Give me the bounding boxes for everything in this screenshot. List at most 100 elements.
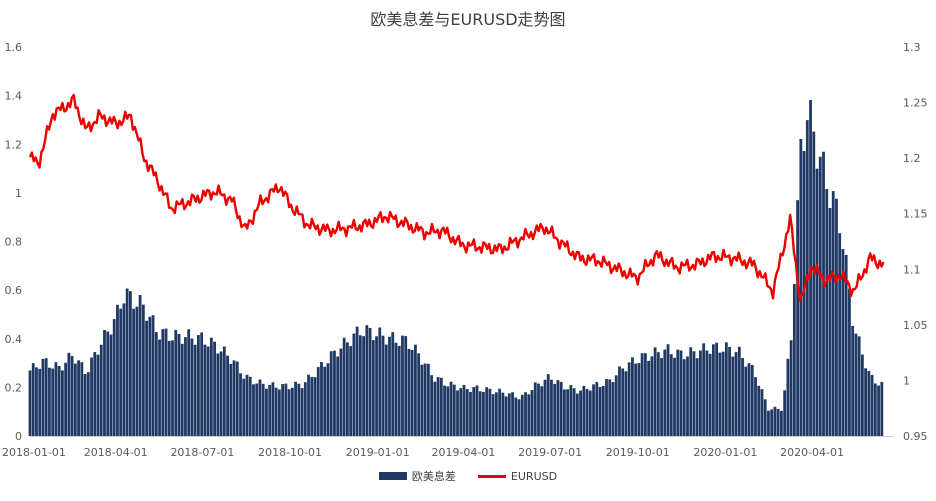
spread-bar bbox=[261, 383, 265, 436]
spread-bar bbox=[44, 358, 48, 436]
spread-bar bbox=[627, 362, 631, 436]
spread-bar bbox=[799, 138, 803, 436]
spread-bar bbox=[747, 363, 751, 436]
spread-bar bbox=[64, 362, 68, 436]
spread-bar bbox=[634, 363, 638, 436]
spread-bar bbox=[414, 344, 417, 436]
spread-bar bbox=[96, 354, 100, 436]
spread-bar bbox=[265, 388, 268, 436]
spread-bar bbox=[300, 388, 304, 436]
spread-bar bbox=[650, 356, 654, 436]
spread-bar bbox=[637, 363, 641, 436]
spread-bar bbox=[417, 353, 421, 436]
y-left-tick-label: 1.6 bbox=[5, 41, 23, 54]
spread-bar bbox=[352, 333, 356, 436]
spread-bar bbox=[653, 347, 657, 436]
spread-bar bbox=[93, 352, 97, 436]
spread-bar bbox=[336, 356, 340, 436]
spread-bar bbox=[378, 327, 382, 436]
spread-bar bbox=[465, 389, 469, 436]
spread-bar bbox=[488, 388, 492, 436]
spread-bar bbox=[200, 332, 204, 436]
spread-bar bbox=[339, 348, 343, 436]
y-right-tick-label: 1.2 bbox=[903, 152, 921, 165]
spread-bar bbox=[41, 358, 45, 436]
spread-bar bbox=[73, 363, 77, 436]
spread-bar bbox=[792, 283, 796, 436]
spread-bar bbox=[232, 360, 236, 436]
spread-bar bbox=[546, 374, 550, 436]
spread-bar bbox=[226, 355, 229, 436]
spread-bar bbox=[423, 363, 427, 436]
spread-bar bbox=[35, 367, 38, 436]
spread-bar bbox=[485, 387, 489, 436]
spread-bar bbox=[145, 320, 148, 436]
spread-bar bbox=[197, 335, 200, 436]
y-right-tick-label: 1.3 bbox=[903, 41, 921, 54]
spread-bar bbox=[235, 361, 239, 436]
spread-bar bbox=[138, 295, 142, 436]
spread-bar bbox=[174, 329, 178, 436]
spread-bar bbox=[342, 337, 346, 436]
spread-bar bbox=[592, 384, 595, 436]
spread-bar bbox=[715, 342, 719, 436]
spread-bar bbox=[585, 389, 589, 436]
spread-bar bbox=[277, 389, 281, 436]
spread-bar bbox=[103, 329, 106, 436]
spread-bar bbox=[184, 337, 187, 436]
spread-bar bbox=[358, 335, 362, 436]
spread-bar bbox=[329, 351, 333, 436]
spread-bar bbox=[313, 377, 317, 436]
spread-bar bbox=[734, 352, 738, 436]
spread-bar bbox=[699, 350, 702, 436]
spread-bar bbox=[258, 379, 262, 436]
spread-bar bbox=[459, 388, 463, 436]
spread-bar bbox=[177, 334, 181, 436]
spread-bar bbox=[255, 383, 259, 436]
spread-bar bbox=[705, 350, 709, 436]
spread-bar bbox=[669, 354, 673, 436]
spread-bar bbox=[203, 344, 207, 436]
spread-bar bbox=[679, 350, 683, 436]
spread-bar bbox=[245, 374, 249, 436]
spread-bar bbox=[877, 385, 880, 436]
spread-bar bbox=[28, 370, 32, 436]
spread-bar bbox=[511, 392, 514, 436]
spread-bar bbox=[563, 389, 566, 436]
spread-bar bbox=[206, 346, 210, 436]
spread-bar bbox=[666, 344, 670, 436]
spread-bar bbox=[786, 358, 790, 436]
spread-bar bbox=[689, 347, 693, 436]
spread-bar bbox=[397, 345, 401, 436]
spread-bar bbox=[744, 366, 748, 436]
spread-bar bbox=[271, 382, 275, 436]
spread-bar bbox=[640, 353, 644, 436]
spread-bar bbox=[48, 367, 51, 436]
spread-bar bbox=[718, 352, 722, 436]
y-left-tick-label: 1 bbox=[15, 187, 22, 200]
spread-bar bbox=[404, 336, 408, 436]
spread-bar bbox=[553, 383, 557, 436]
spread-bar bbox=[129, 291, 132, 436]
spread-bar bbox=[290, 387, 294, 436]
spread-bar bbox=[31, 363, 35, 436]
spread-bar bbox=[362, 336, 365, 436]
spread-bar bbox=[116, 304, 119, 436]
spread-bar bbox=[695, 358, 699, 436]
spread-bar bbox=[316, 367, 320, 436]
spread-bar bbox=[77, 360, 80, 436]
x-tick-label: 2019-01-01 bbox=[346, 446, 410, 459]
spread-bar bbox=[112, 319, 116, 436]
spread-bar bbox=[365, 325, 369, 436]
spread-bar bbox=[70, 356, 74, 436]
spread-bar bbox=[252, 384, 255, 436]
spread-bar bbox=[193, 344, 197, 436]
y-right-tick-label: 1.25 bbox=[903, 97, 928, 110]
spread-bar bbox=[864, 368, 868, 436]
y-left-tick-label: 0.6 bbox=[5, 284, 23, 297]
spread-bar bbox=[524, 392, 527, 436]
legend-item-eurusd: EURUSD bbox=[477, 470, 557, 483]
spread-bar bbox=[38, 368, 42, 436]
spread-bar bbox=[375, 336, 378, 436]
spread-bar bbox=[507, 393, 511, 436]
